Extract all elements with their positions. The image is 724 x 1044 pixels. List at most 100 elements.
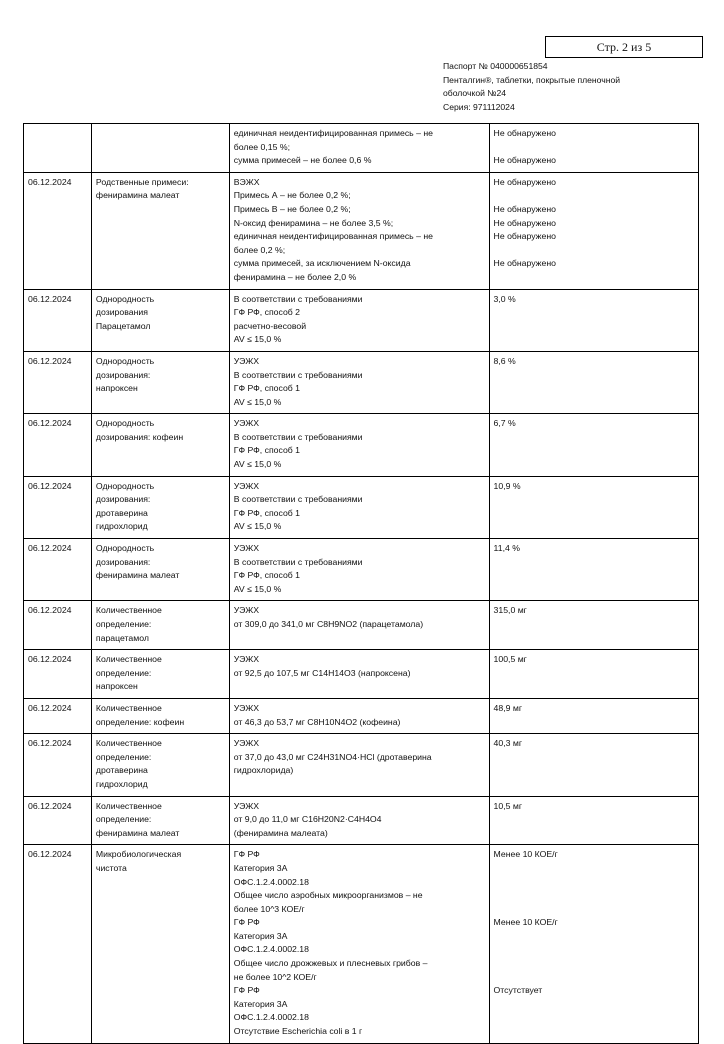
method-cell-line: УЭЖХ bbox=[233, 738, 260, 749]
date-cell: 06.12.2024 bbox=[23, 288, 92, 352]
method-cell-line: сумма примесей, за исключением N-оксида bbox=[233, 258, 411, 269]
date-cell: 06.12.2024 bbox=[23, 795, 92, 846]
result-cell-line bbox=[494, 889, 694, 903]
table-row: 06.12.2024 Однородность дозирования: напрок… bbox=[23, 350, 700, 415]
date-cell: 06.12.2024 bbox=[23, 844, 92, 1044]
method-cell-line: УЭЖХ bbox=[233, 654, 260, 665]
method-cell: УЭЖХ В соответствии с требованиями ГФ РФ, … bbox=[228, 413, 490, 477]
date-cell: 06.12.2024 bbox=[23, 171, 92, 290]
result-cell-line: Не обнаружено bbox=[493, 217, 556, 228]
method-cell-line: ГФ РФ, способ 1 bbox=[233, 570, 300, 581]
result-cell-line: Не обнаружено bbox=[493, 128, 556, 138]
method-cell-line: от 37,0 до 43,0 мг C24H31NO4·HCl (дротав… bbox=[233, 751, 432, 762]
date-cell bbox=[23, 123, 92, 173]
method-cell: единичная неидентифицированная примесь –… bbox=[228, 123, 490, 173]
test-name-cell: Однородность дозирования: кофеин bbox=[90, 413, 230, 477]
method-cell-line: ГФ РФ, способ 1 bbox=[233, 507, 300, 518]
date-text: 06.12.2024 bbox=[28, 293, 72, 304]
method-cell-line: ГФ РФ, способ 1 bbox=[233, 383, 300, 394]
method-cell-line: от 92,5 до 107,5 мг C14H14O3 (напроксена… bbox=[233, 667, 411, 678]
method-cell-line: В соответствии с требованиями bbox=[233, 556, 363, 567]
method-cell-line: УЭЖХ bbox=[233, 702, 260, 713]
test-name-cell-line: Микробиологическая bbox=[95, 849, 182, 860]
method-cell: УЭЖХ В соответствии с требованиями ГФ РФ, … bbox=[228, 475, 490, 540]
method-cell-line: Отсутствие Escherichia coli в 1 г bbox=[233, 1026, 363, 1037]
table-row: 06.12.2024 Однородность дозирования: фенира… bbox=[23, 538, 700, 602]
result-cell: 48,9 мг bbox=[488, 697, 700, 735]
date-cell: 06.12.2024 bbox=[23, 413, 92, 477]
result-cell-line bbox=[494, 957, 694, 971]
test-name-cell-line: Однородность bbox=[95, 293, 155, 304]
date-text: 06.12.2024 bbox=[28, 605, 72, 616]
page-indicator: Стр. 2 из 5 bbox=[545, 36, 703, 58]
result-cell: 11,4 % bbox=[488, 538, 700, 602]
test-name-cell: Количественное определение: парацетамол bbox=[90, 600, 230, 651]
test-name-cell-line: Количественное bbox=[95, 738, 162, 749]
result-cell: 8,6 % bbox=[488, 350, 700, 415]
method-cell-line: ГФ РФ bbox=[233, 849, 260, 860]
method-cell-line: Категория 3А bbox=[233, 998, 288, 1009]
result-cell-line: 48,9 мг bbox=[493, 702, 523, 713]
table-row: 06.12.2024 Количественное определение: дрот… bbox=[23, 733, 700, 797]
method-cell: ГФ РФ Категория 3А ОФС.1.2.4.0002.18 Общее … bbox=[228, 844, 490, 1044]
product-name: Пенталгин®, таблетки, покрытые пленочной bbox=[443, 74, 621, 85]
date-text: 06.12.2024 bbox=[28, 800, 72, 811]
method-cell: В соответствии с требованиями ГФ РФ, спос… bbox=[228, 288, 490, 352]
test-name-cell-line: гидрохлорид bbox=[95, 778, 148, 789]
method-cell-line: фенирамина – не более 2,0 % bbox=[233, 271, 357, 282]
test-name-cell bbox=[90, 123, 230, 173]
method-cell-line: от 46,3 до 53,7 мг C8H10N4O2 (кофеина) bbox=[233, 716, 401, 727]
result-cell-line bbox=[494, 244, 694, 258]
method-cell: УЭЖХ от 9,0 до 11,0 мг C16H20N2·C4H4O4 (фе… bbox=[228, 795, 490, 846]
batch-number: Серия: 971112024 bbox=[443, 101, 515, 112]
test-name-cell-line: Однородность bbox=[95, 355, 155, 366]
method-cell-line: AV ≤ 15,0 % bbox=[233, 459, 282, 470]
method-cell-line: ГФ РФ, способ 2 bbox=[233, 307, 300, 318]
test-name-cell: Количественное определение: напроксен bbox=[90, 649, 230, 699]
date-text: 06.12.2024 bbox=[28, 738, 72, 749]
method-cell-line: единичная неидентифицированная примесь –… bbox=[233, 231, 434, 242]
date-text: 06.12.2024 bbox=[28, 418, 72, 429]
test-name-cell-line: Однородность bbox=[95, 480, 155, 491]
table-row: 06.12.2024 Однородность дозирования: кофеи… bbox=[23, 413, 700, 477]
result-cell: 10,9 % bbox=[488, 475, 700, 540]
method-cell: УЭЖХ от 92,5 до 107,5 мг C14H14O3 (напрок… bbox=[228, 649, 490, 699]
date-text bbox=[28, 127, 87, 141]
date-cell: 06.12.2024 bbox=[23, 649, 92, 699]
method-cell-line: AV ≤ 15,0 % bbox=[233, 396, 282, 407]
result-cell-line bbox=[494, 876, 694, 890]
date-text: 06.12.2024 bbox=[28, 355, 72, 366]
method-cell: УЭЖХ от 46,3 до 53,7 мг C8H10N4O2 (кофеин… bbox=[228, 697, 490, 735]
result-cell: 40,3 мг bbox=[488, 733, 700, 797]
result-cell-line: Не обнаружено bbox=[493, 258, 556, 269]
method-cell-line: N-оксид фенирамина – не более 3,5 %; bbox=[233, 217, 394, 228]
test-name-cell: Количественное определение: кофеин bbox=[90, 697, 230, 735]
result-cell-line: Отсутствует bbox=[493, 985, 543, 996]
test-name-cell-line: чистота bbox=[95, 862, 127, 873]
test-name-cell-line: дозирования: кофеин bbox=[95, 431, 184, 442]
result-cell-line: 315,0 мг bbox=[493, 605, 527, 616]
table-row: 06.12.2024 Однородность дозирования Парацет… bbox=[23, 288, 700, 352]
test-name-cell: Количественное определение: фенирамина мал… bbox=[90, 795, 230, 846]
method-cell-line: более 10^3 КОЕ/г bbox=[233, 903, 305, 914]
date-cell: 06.12.2024 bbox=[23, 538, 92, 602]
result-cell-line: Менее 10 КОЕ/г bbox=[493, 849, 558, 860]
test-name-cell: Однородность дозирования: напроксен bbox=[90, 350, 230, 415]
method-cell-line: ОФС.1.2.4.0002.18 bbox=[233, 944, 309, 955]
result-cell-line bbox=[494, 903, 694, 917]
method-cell-line: расчетно-весовой bbox=[233, 320, 307, 331]
method-cell-line: В соответствии с требованиями bbox=[233, 494, 363, 505]
result-cell: 315,0 мг bbox=[488, 600, 700, 651]
date-cell: 06.12.2024 bbox=[23, 350, 92, 415]
test-name-cell: Однородность дозирования Парацетамол bbox=[90, 288, 230, 352]
method-cell-line: более 0,15 %; bbox=[233, 141, 290, 152]
test-results-table: единичная неидентифицированная примесь –… bbox=[23, 123, 700, 1044]
date-text: 06.12.2024 bbox=[28, 849, 72, 860]
test-name-cell-line: дозирования: bbox=[95, 556, 151, 567]
date-text: 06.12.2024 bbox=[28, 654, 72, 665]
result-cell-line bbox=[494, 189, 694, 203]
method-cell-line: (фенирамина малеата) bbox=[233, 827, 328, 838]
table-row: 06.12.2024 Количественное определение: напр… bbox=[23, 649, 700, 699]
method-cell-line: от 309,0 до 341,0 мг C8H9NO2 (парацетамо… bbox=[233, 619, 424, 629]
test-name-cell-line: напроксен bbox=[95, 681, 138, 692]
